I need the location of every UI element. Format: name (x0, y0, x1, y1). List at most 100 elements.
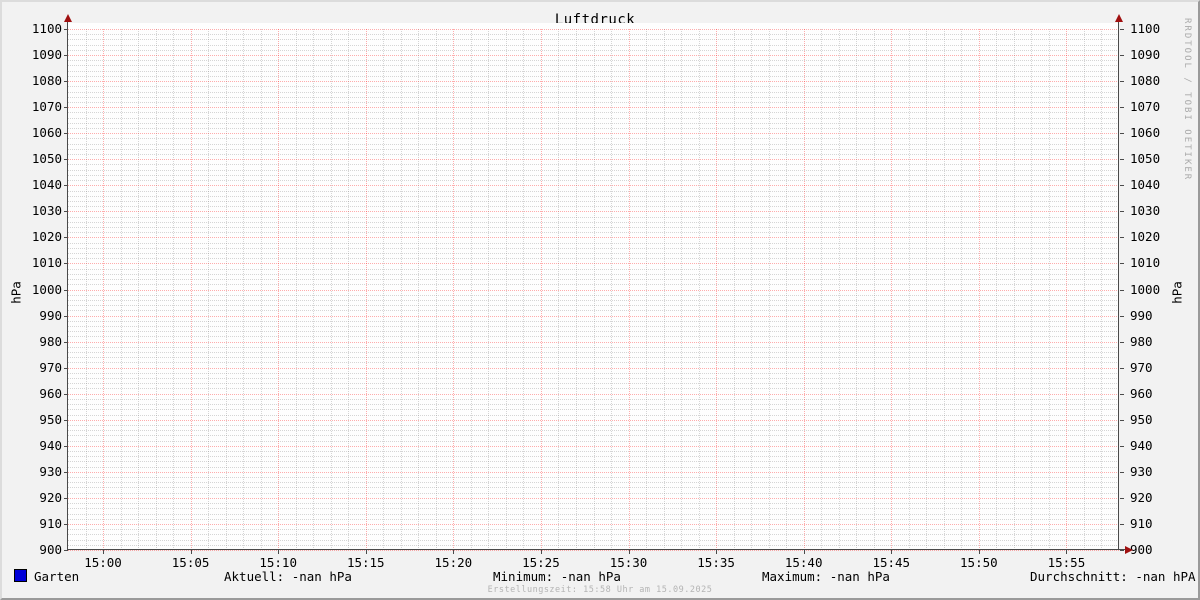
y-tick-label-right: 1060 (1130, 125, 1161, 141)
grid-minor-h (68, 164, 1119, 166)
grid-major-h (68, 393, 1119, 395)
y-tick-label-right: 1050 (1130, 151, 1161, 167)
grid-major-h (68, 367, 1119, 369)
grid-minor-v (751, 29, 753, 550)
grid-minor-v (120, 29, 122, 550)
grid-minor-h (68, 544, 1119, 546)
grid-minor-v (383, 29, 385, 550)
y-tick-right (1120, 497, 1124, 499)
y-tick-right (1120, 159, 1124, 161)
y-tick-left (64, 393, 68, 395)
grid-major-h (68, 29, 1119, 30)
y-tick-label-right: 1040 (1130, 177, 1161, 193)
grid-major-v (716, 29, 718, 550)
y-tick-label-right: 900 (1130, 542, 1153, 557)
grid-minor-v (208, 29, 210, 550)
grid-minor-h (68, 310, 1119, 312)
x-tick (716, 550, 718, 554)
grid-minor-v (348, 29, 350, 550)
y-tick-label-left: 1080 (31, 73, 62, 89)
y-tick-right (1120, 107, 1124, 109)
grid-minor-h (68, 75, 1119, 77)
grid-minor-v (1031, 29, 1033, 550)
grid-minor-h (68, 127, 1119, 129)
grid-minor-h (68, 242, 1119, 244)
x-tick (628, 550, 630, 554)
grid-major-h (68, 55, 1119, 57)
y-tick-label-left: 960 (39, 385, 62, 401)
grid-minor-v (821, 29, 823, 550)
stat-maximum: Maximum: -nan hPa (762, 569, 890, 584)
grid-minor-v (663, 29, 665, 550)
y-tick-label-right: 1100 (1130, 21, 1161, 36)
x-tick-label: 15:55 (1047, 555, 1086, 570)
grid-minor-h (68, 336, 1119, 338)
grid-minor-v (593, 29, 595, 550)
y-tick-right (1120, 523, 1124, 525)
grid-minor-v (873, 29, 875, 550)
y-tick-label-left: 1000 (31, 281, 62, 297)
x-tick-label: 15:20 (434, 555, 473, 570)
y-tick-left (64, 367, 68, 369)
grid-minor-h (68, 352, 1119, 354)
grid-minor-h (68, 70, 1119, 72)
grid-minor-h (68, 320, 1119, 322)
x-tick (278, 550, 280, 554)
y-tick-left (64, 81, 68, 83)
x-tick (103, 550, 105, 554)
grid-major-v (1066, 29, 1068, 550)
grid-minor-h (68, 299, 1119, 301)
grid-minor-v (961, 29, 963, 550)
y-axis-right (1118, 21, 1119, 550)
y-tick-label-right: 1090 (1130, 47, 1161, 63)
grid-minor-v (295, 29, 297, 550)
y-tick-left (64, 497, 68, 499)
grid-minor-h (68, 65, 1119, 67)
x-tick-label: 15:00 (84, 555, 122, 570)
grid-minor-h (68, 195, 1119, 197)
grid-minor-h (68, 357, 1119, 359)
x-tick-label: 15:05 (171, 555, 210, 570)
y-tick-label-right: 930 (1130, 463, 1153, 479)
x-tick-label: 15:40 (784, 555, 823, 570)
y-tick-left (64, 550, 68, 551)
grid-minor-h (68, 440, 1119, 442)
grid-major-v (453, 29, 455, 550)
y-tick-left (64, 289, 68, 291)
grid-major-v (540, 29, 542, 550)
grid-minor-h (68, 451, 1119, 452)
grid-major-h (68, 497, 1119, 499)
y-tick-right (1120, 29, 1124, 30)
grid-minor-h (68, 143, 1119, 145)
grid-minor-h (68, 294, 1119, 296)
grid-minor-h (68, 117, 1119, 119)
grid-minor-h (68, 200, 1119, 202)
y-tick-right (1120, 237, 1124, 239)
grid-major-h (68, 341, 1119, 343)
y-tick-label-right: 1080 (1130, 73, 1161, 89)
grid-minor-h (68, 487, 1119, 489)
grid-minor-h (68, 190, 1119, 192)
y-tick-label-left: 970 (39, 359, 62, 375)
grid-minor-h (68, 253, 1119, 255)
grid-minor-v (488, 29, 490, 550)
x-tick (190, 550, 192, 554)
grid-major-h (68, 263, 1119, 265)
grid-minor-v (313, 29, 315, 550)
stat-aktuell: Aktuell: -nan hPa (224, 569, 352, 584)
y-axis-unit-label-right: hPa (1169, 281, 1185, 304)
y-tick-left (64, 237, 68, 239)
grid-minor-h (68, 346, 1119, 348)
grid-minor-h (68, 461, 1119, 463)
x-tick (365, 550, 367, 554)
series-label: Garten (34, 569, 80, 584)
grid-minor-v (768, 29, 770, 550)
grid-minor-h (68, 518, 1119, 520)
grid-minor-h (68, 534, 1119, 536)
y-tick-label-right: 920 (1130, 489, 1153, 505)
series-color-swatch (14, 569, 27, 582)
grid-major-h (68, 289, 1119, 291)
grid-minor-v (1013, 29, 1015, 550)
grid-minor-v (856, 29, 858, 550)
grid-minor-h (68, 388, 1119, 390)
